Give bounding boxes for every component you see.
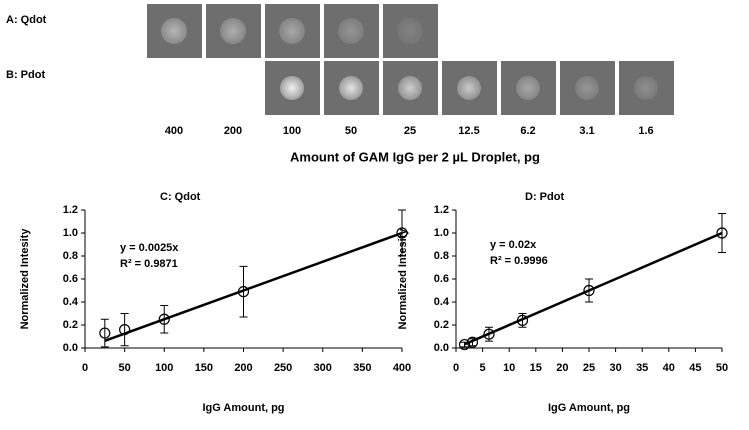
droplet-spot xyxy=(339,76,363,100)
droplet-spot xyxy=(516,76,540,100)
x-tick-label: 0 xyxy=(453,362,459,374)
x-tick-label: 50 xyxy=(119,362,131,374)
error-bar xyxy=(239,265,248,318)
y-tick-label: 0.0 xyxy=(63,342,78,354)
x-tick-label: 30 xyxy=(609,362,621,374)
y-tick-label: 0.2 xyxy=(434,319,449,331)
amount-label: 200 xyxy=(224,125,242,137)
y-tick-label: 1.0 xyxy=(63,227,78,239)
chart-title: D: Pdot xyxy=(525,191,564,203)
fit-r2: R² = 0.9996 xyxy=(490,255,548,267)
data-point xyxy=(396,227,408,239)
amount-label: 12.5 xyxy=(458,125,479,137)
amount-label: 50 xyxy=(345,125,357,137)
error-bar xyxy=(718,212,726,254)
data-point xyxy=(483,328,495,340)
droplet-spot xyxy=(397,18,423,44)
fit-line xyxy=(104,231,403,342)
chart-title: C: Qdot xyxy=(160,191,201,203)
x-tick-label: 20 xyxy=(556,362,568,374)
y-tick-label: 0.0 xyxy=(434,342,449,354)
droplet-spot xyxy=(338,18,364,44)
x-tick-label: 350 xyxy=(353,362,371,374)
error-bar xyxy=(100,318,109,348)
y-tick-label: 0.4 xyxy=(63,296,79,308)
y-tick-label: 0.6 xyxy=(434,273,449,285)
y-tick-label: 0.8 xyxy=(63,250,78,262)
fit-equation: y = 0.02x xyxy=(490,239,537,251)
x-tick-label: 250 xyxy=(274,362,292,374)
y-tick-label: 1.2 xyxy=(434,204,449,216)
amount-label: 3.1 xyxy=(579,125,594,137)
data-point xyxy=(237,286,250,298)
x-tick-label: 100 xyxy=(155,362,173,374)
data-point xyxy=(158,313,170,325)
droplet-spot xyxy=(161,18,187,44)
row-label: B: Pdot xyxy=(6,69,45,81)
x-axis-label: IgG Amount, pg xyxy=(548,402,630,414)
y-tick-label: 1.0 xyxy=(434,227,449,239)
x-tick-label: 0 xyxy=(82,362,88,374)
amount-label: 400 xyxy=(165,125,183,137)
droplet-spot xyxy=(280,76,304,100)
droplet-spot xyxy=(220,18,246,44)
droplet-spot xyxy=(634,76,658,100)
error-bar xyxy=(120,313,129,347)
x-tick-label: 150 xyxy=(195,362,213,374)
data-point xyxy=(466,336,479,348)
x-tick-label: 25 xyxy=(583,362,595,374)
y-axis-label: Normalized Intesity xyxy=(397,228,409,330)
amount-label: 1.6 xyxy=(638,125,653,137)
x-tick-label: 5 xyxy=(480,362,486,374)
data-point xyxy=(516,314,529,326)
error-bar xyxy=(468,338,477,347)
row-label: A: Qdot xyxy=(6,14,47,26)
x-tick-label: 35 xyxy=(636,362,648,374)
y-tick-label: 0.6 xyxy=(63,273,78,285)
data-point xyxy=(458,338,471,351)
droplet-spot xyxy=(457,76,481,100)
x-tick-label: 200 xyxy=(234,362,252,374)
amount-label: 100 xyxy=(283,125,301,137)
data-point xyxy=(99,327,111,339)
amount-label: 25 xyxy=(404,125,416,137)
error-bar xyxy=(398,209,406,257)
y-tick-label: 0.2 xyxy=(63,319,78,331)
x-tick-label: 400 xyxy=(393,362,411,374)
x-tick-label: 10 xyxy=(503,362,515,374)
x-tick-label: 15 xyxy=(530,362,542,374)
fit-equation: y = 0.0025x xyxy=(120,242,179,254)
fit-r2: R² = 0.9871 xyxy=(120,258,178,270)
amount-title: Amount of GAM IgG per 2 µL Droplet, pg xyxy=(290,149,540,164)
error-bar xyxy=(585,278,593,303)
error-bar xyxy=(160,304,169,334)
data-point xyxy=(119,324,131,336)
droplet-spot xyxy=(398,76,422,100)
y-tick-label: 0.8 xyxy=(434,250,449,262)
x-axis-label: IgG Amount, pg xyxy=(202,402,284,414)
data-point xyxy=(583,284,595,297)
droplet-spot xyxy=(575,76,599,100)
y-axis-label: Normalized Intesity xyxy=(19,228,31,330)
y-tick-label: 0.4 xyxy=(434,296,450,308)
data-point xyxy=(716,227,728,239)
y-tick-label: 1.2 xyxy=(63,204,78,216)
amount-label: 6.2 xyxy=(520,125,535,137)
x-tick-label: 300 xyxy=(314,362,332,374)
x-tick-label: 40 xyxy=(663,362,675,374)
droplet-spot xyxy=(279,18,305,44)
x-tick-label: 45 xyxy=(689,362,701,374)
x-tick-label: 50 xyxy=(716,362,728,374)
